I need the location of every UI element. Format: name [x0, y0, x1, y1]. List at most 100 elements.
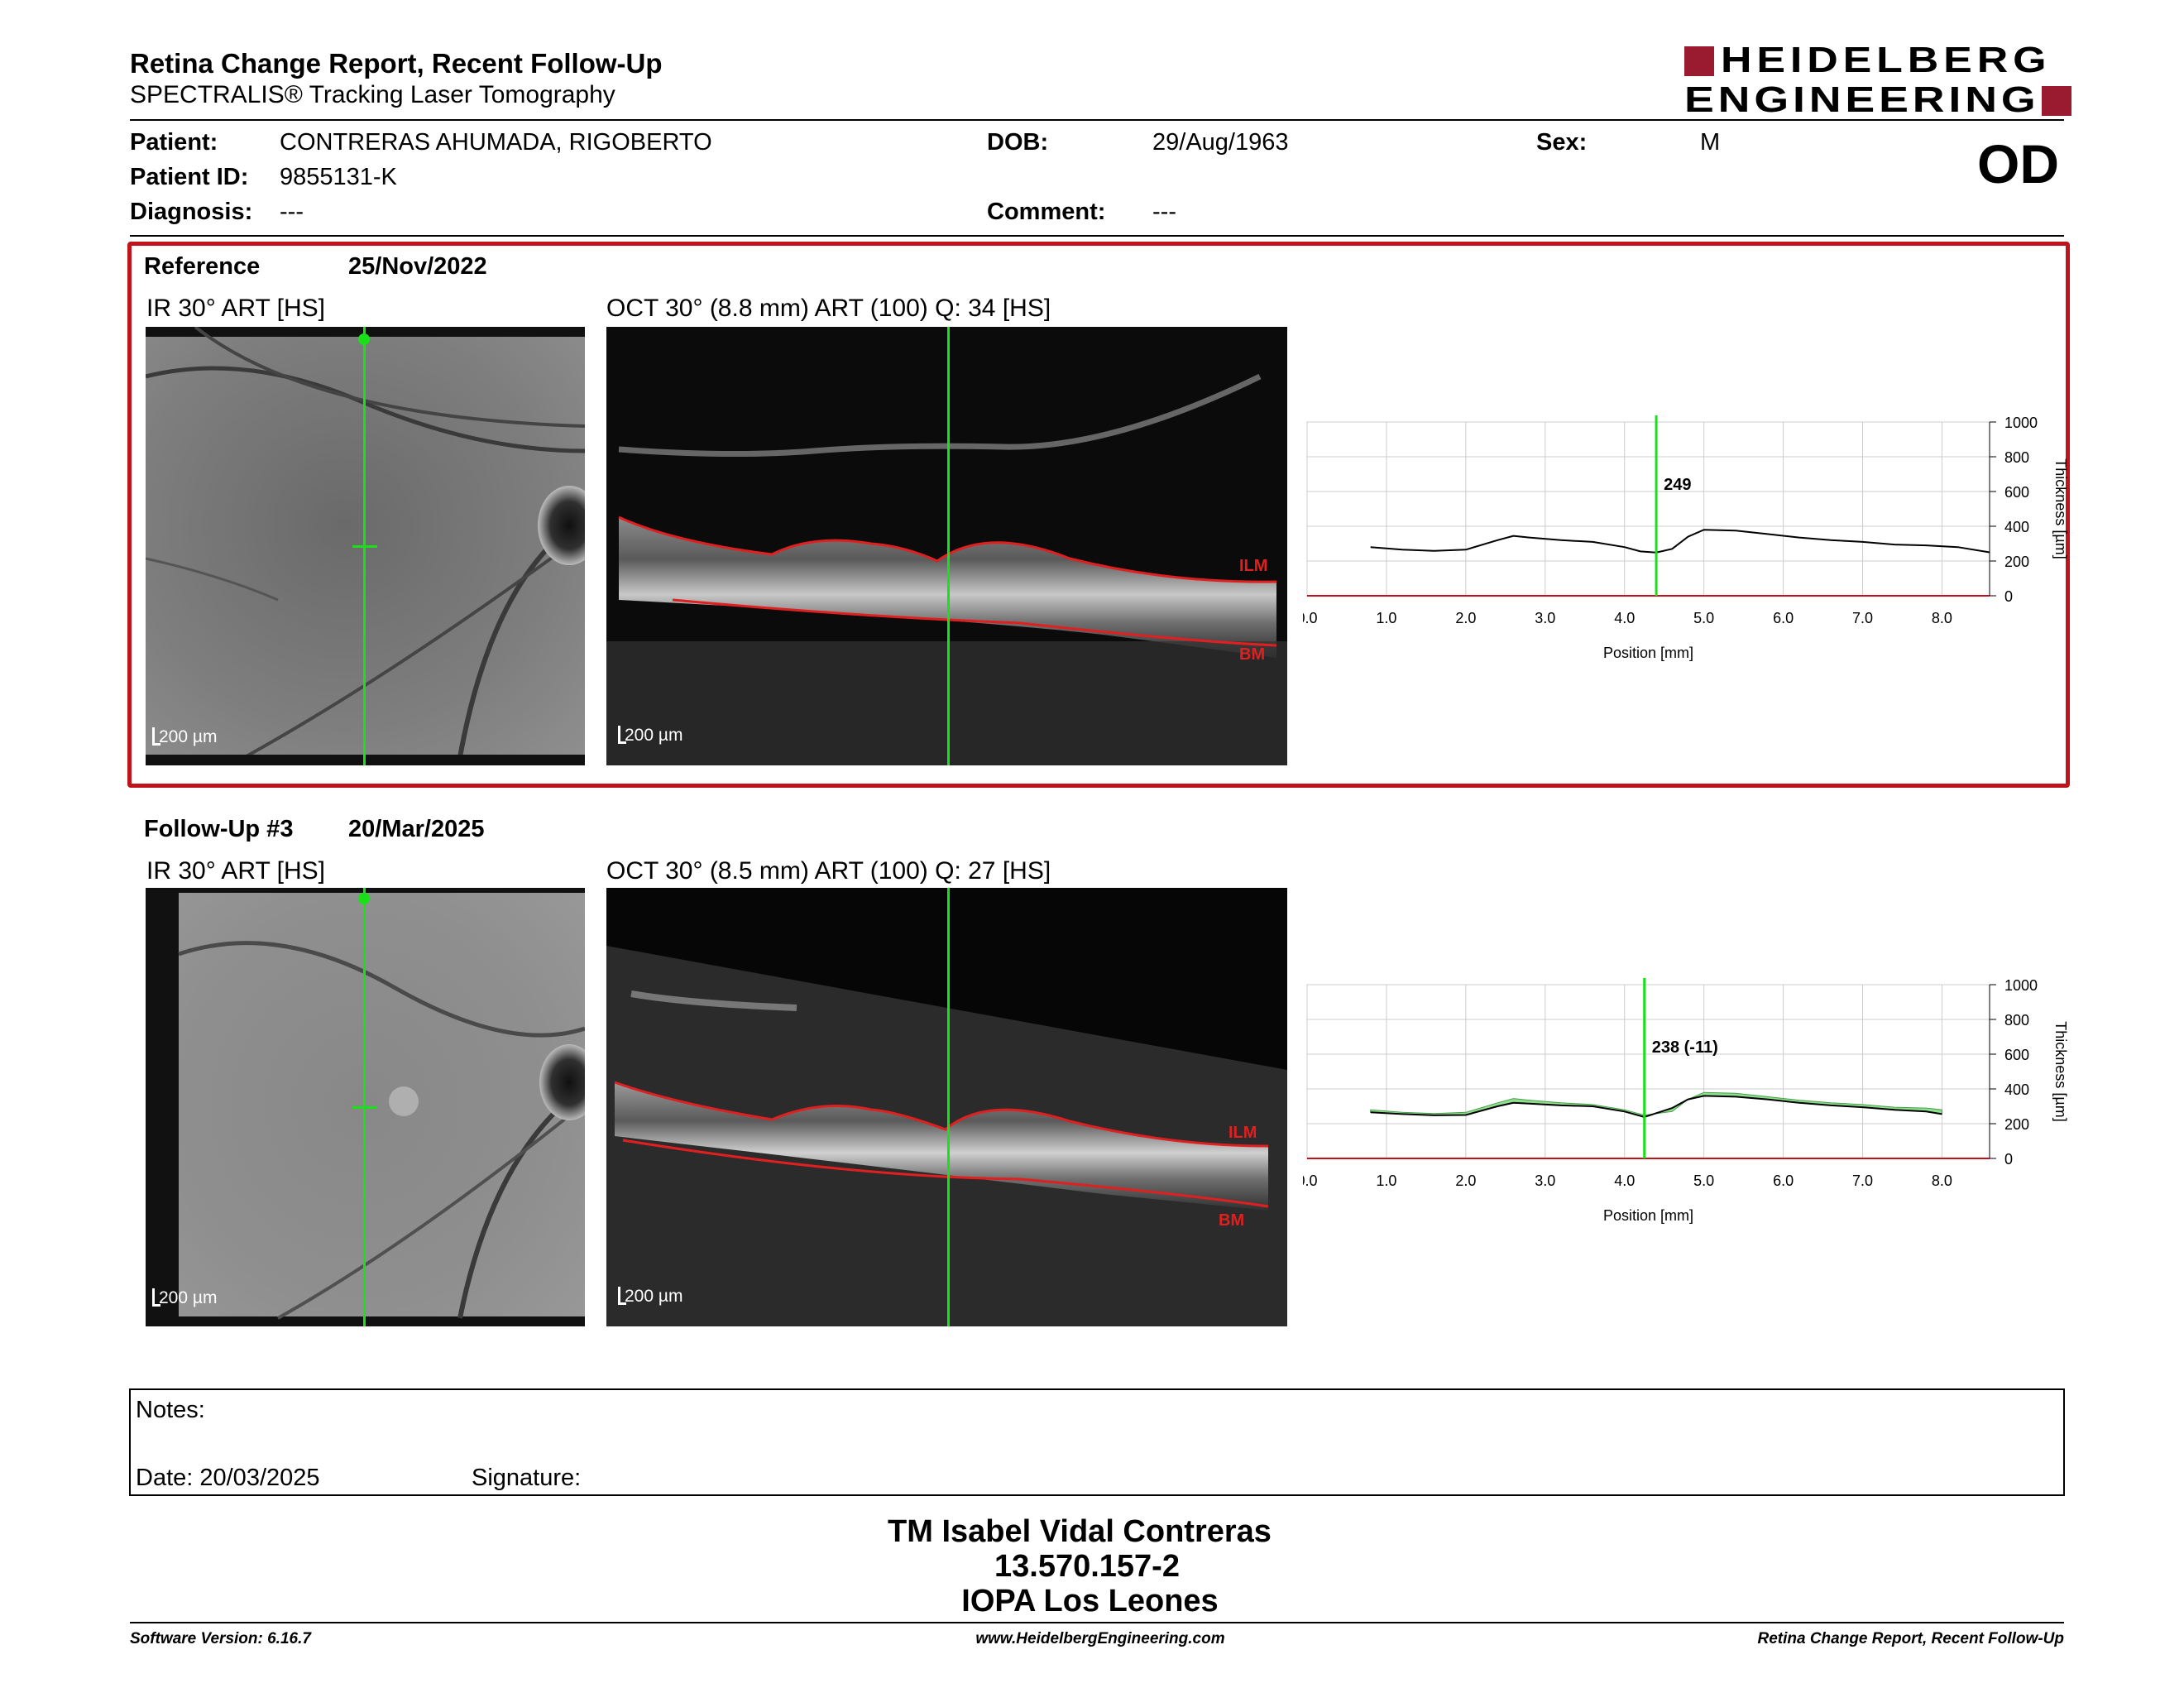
logo-square-top [1684, 46, 1714, 76]
reference-bm-label: BM [1239, 645, 1265, 664]
chart-y-tick-label: 1000 [2004, 977, 2038, 994]
reference-date: 25/Nov/2022 [348, 253, 487, 280]
chart-x-tick-label: 3.0 [1535, 610, 1555, 626]
chart-y-tick-label: 800 [2004, 1012, 2029, 1029]
chart-x-tick-label: 1.0 [1376, 1172, 1396, 1189]
chart-y-tick-label: 600 [2004, 484, 2029, 501]
reference-ir-title: IR 30° ART [HS] [146, 295, 325, 322]
reference-thickness-line [1370, 529, 1990, 554]
reference-thickness-chart: 0.0 1.0 2.0 3.0 4.0 5.0 6.0 7.0 8.0 0 200 400 600 800… [1303, 415, 2069, 661]
comment-label: Comment: [987, 199, 1106, 225]
followup-bm-label: BM [1219, 1211, 1244, 1230]
chart-x-tick-label: 2.0 [1455, 1172, 1476, 1189]
chart-x-tick-label: 7.0 [1852, 1172, 1873, 1189]
chart-y-tick-label: 200 [2004, 554, 2029, 570]
report-title: Retina Change Report, Recent Follow-Up [130, 48, 663, 79]
chart-x-tick-label: 2.0 [1455, 610, 1476, 626]
eye-indicator: OD [1977, 133, 2059, 194]
followup-date: 20/Mar/2025 [348, 816, 485, 842]
followup-label: Follow-Up #3 [144, 816, 294, 842]
chart-x-tick-label: 4.0 [1614, 610, 1635, 626]
chart-x-tick-label: 0.0 [1303, 1172, 1318, 1189]
followup-oct-image[interactable]: ILM BM 200 µm [606, 888, 1287, 1326]
header-rule [130, 119, 2064, 121]
sex-value: M [1700, 129, 1721, 156]
patient-id-value: 9855131-K [280, 164, 397, 190]
followup-ir-image[interactable]: 200 µm [146, 888, 585, 1326]
chart-x-tick-label: 1.0 [1376, 610, 1396, 626]
reference-ir-center-mark [352, 545, 377, 548]
followup-fundus-drawing [178, 893, 585, 1320]
reference-x-axis-label: Position [mm] [1603, 645, 1693, 661]
chart-x-tick-label: 4.0 [1614, 1172, 1635, 1189]
chart-plot-area [1306, 984, 1990, 1159]
signoff-id: 13.570.157-2 [994, 1549, 1180, 1584]
notes-date: Date: 20/03/2025 [136, 1465, 320, 1491]
logo-text-bottom: ENGINEERING [1684, 79, 2040, 120]
followup-thickness-value: 238 (-11) [1652, 1038, 1718, 1057]
chart-x-tick-label: 5.0 [1693, 1172, 1714, 1189]
patient-id-label: Patient ID: [130, 164, 249, 190]
followup-ir-scalebar: 200 µm [152, 1288, 217, 1308]
reference-frame [127, 242, 2070, 788]
patient-label: Patient: [130, 129, 218, 156]
chart-x-tick-label: 5.0 [1693, 610, 1714, 626]
report-subtitle: SPECTRALIS® Tracking Laser Tomography [130, 81, 615, 108]
followup-thickness-chart: 0.0 1.0 2.0 3.0 4.0 5.0 6.0 7.0 8.0 0 200 400 600 800… [1303, 977, 2069, 1224]
reference-ilm-label: ILM [1239, 557, 1267, 575]
logo-square-bottom [2042, 86, 2071, 116]
followup-oct-drawing: ILM BM [606, 946, 1287, 1326]
patient-name: CONTRERAS AHUMADA, RIGOBERTO [280, 129, 712, 156]
chart-x-tick-label: 6.0 [1773, 1172, 1794, 1189]
followup-y-axis-label: Thickness [µm] [2052, 1021, 2069, 1121]
chart-x-tick-label: 3.0 [1535, 1172, 1555, 1189]
chart-x-tick-label: 8.0 [1932, 1172, 1952, 1189]
dob-value: 29/Aug/1963 [1152, 129, 1289, 156]
followup-oct-scalebar: 200 µm [618, 1287, 682, 1307]
chart-y-tick-label: 400 [2004, 1081, 2029, 1098]
reference-oct-image[interactable]: ILM BM 200 µm [606, 327, 1287, 765]
notes-box[interactable]: Notes: Date: 20/03/2025 Signature: [129, 1388, 2065, 1496]
signature-label: Signature: [472, 1465, 582, 1491]
signoff-block: TM Isabel Vidal Contreras 13.570.157-2 I… [0, 1514, 2184, 1618]
reference-oct-scalebar: 200 µm [618, 726, 682, 746]
footer-rule [130, 1622, 2064, 1623]
chart-x-tick-label: 8.0 [1932, 610, 1952, 626]
chart-x-tick-label: 0.0 [1303, 610, 1318, 626]
sex-label: Sex: [1536, 129, 1588, 156]
reference-label: Reference [144, 253, 261, 280]
chart-y-tick-label: 1000 [2004, 415, 2038, 431]
followup-x-axis-label: Position [mm] [1603, 1207, 1693, 1224]
footer-website[interactable]: www.HeidelbergEngineering.com [975, 1630, 1225, 1647]
followup-oct-title: OCT 30° (8.5 mm) ART (100) Q: 27 [HS] [606, 857, 1051, 885]
chart-y-tick-label: 200 [2004, 1116, 2029, 1133]
reference-ir-scalebar: 200 µm [152, 727, 217, 747]
followup-thickness-line [1370, 1095, 1942, 1119]
chart-plot-area [1306, 421, 1990, 597]
reference-y-axis-label: Thickness [µm] [2052, 458, 2069, 559]
heidelberg-logo: HEIDELBERG ENGINEERING [1684, 41, 2073, 120]
chart-y-tick-label: 800 [2004, 449, 2029, 466]
followup-ir-title: IR 30° ART [HS] [146, 857, 325, 885]
reference-ir-scan-start [358, 333, 370, 345]
chart-x-tick-label: 6.0 [1773, 610, 1794, 626]
followup-ilm-label: ILM [1228, 1124, 1257, 1142]
signoff-name: TM Isabel Vidal Contreras [888, 1514, 1272, 1549]
diagnosis-label: Diagnosis: [130, 199, 253, 225]
logo-text-top: HEIDELBERG [1721, 40, 2052, 80]
chart-y-tick-label: 0 [2004, 588, 2013, 605]
chart-y-tick-label: 600 [2004, 1047, 2029, 1063]
reference-oct-cursor [947, 327, 950, 765]
reference-ir-image[interactable]: 200 µm [146, 327, 585, 765]
footer-software: Software Version: 6.16.7 [130, 1630, 311, 1647]
chart-y-tick-label: 0 [2004, 1151, 2013, 1168]
dob-label: DOB: [987, 129, 1049, 156]
chart-x-tick-label: 7.0 [1852, 610, 1873, 626]
patient-rule [130, 235, 2064, 237]
followup-ir-center-mark [352, 1106, 377, 1109]
diagnosis-value: --- [280, 199, 304, 225]
signoff-place: IOPA Los Leones [961, 1584, 1219, 1618]
notes-label: Notes: [136, 1397, 205, 1423]
reference-thickness-value: 249 [1664, 476, 1691, 494]
comment-value: --- [1152, 199, 1176, 225]
